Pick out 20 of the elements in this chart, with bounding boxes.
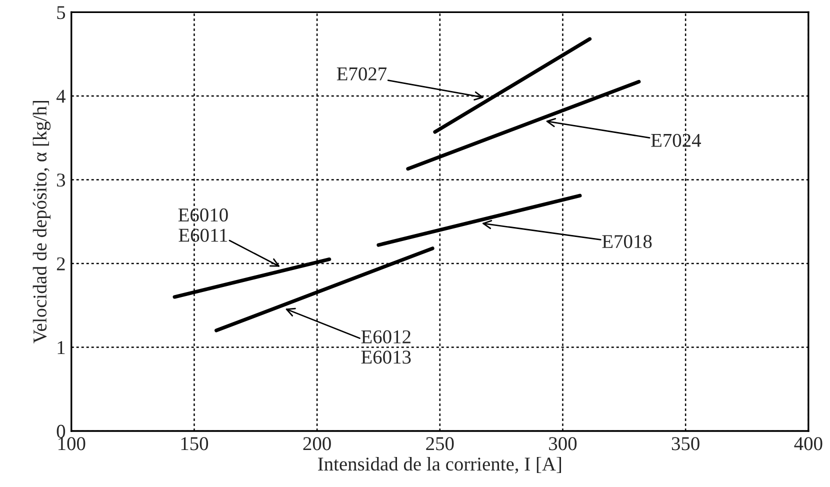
y-tick-label: 0 bbox=[56, 424, 66, 438]
x-axis-title: Intensidad de la corriente, I [A] bbox=[318, 456, 562, 474]
y-tick-label: 2 bbox=[56, 257, 65, 270]
annotation: E6010 E6011 bbox=[178, 208, 228, 242]
x-tick-label: 300 bbox=[549, 437, 577, 450]
x-tick-label: 250 bbox=[426, 437, 454, 450]
annotation: E7018 bbox=[602, 235, 652, 248]
x-tick-label: 200 bbox=[303, 437, 331, 450]
y-tick-label: 4 bbox=[56, 90, 66, 103]
y-axis-title: Velocidad de depósito, α [kg/h] bbox=[32, 101, 51, 344]
x-tick-label: 150 bbox=[181, 437, 208, 450]
annotation: E7024 bbox=[651, 134, 702, 147]
x-tick-label: 100 bbox=[58, 437, 86, 450]
annotation: E7027 bbox=[336, 67, 387, 80]
x-tick-label: 400 bbox=[794, 437, 822, 450]
annotation: E6012 E6013 bbox=[361, 330, 411, 364]
y-tick-label: 3 bbox=[57, 174, 66, 187]
x-tick-label: 350 bbox=[672, 437, 700, 450]
y-tick-label: 5 bbox=[57, 6, 66, 20]
y-tick-label: 1 bbox=[58, 341, 65, 354]
